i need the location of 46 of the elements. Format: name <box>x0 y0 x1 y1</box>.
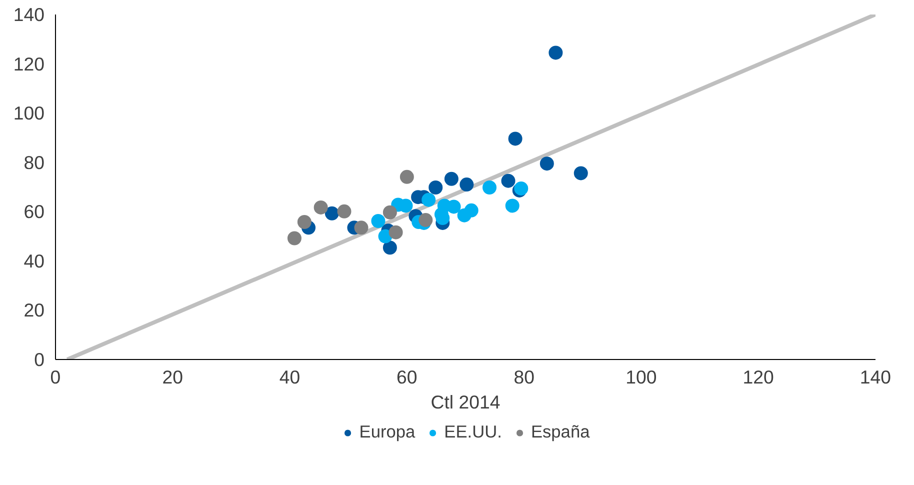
legend-label: EE.UU. <box>444 422 502 442</box>
point <box>378 229 392 244</box>
point <box>505 198 520 213</box>
point <box>482 180 497 194</box>
point <box>400 170 414 184</box>
point <box>418 213 433 228</box>
x-tick-label: 120 <box>742 366 774 388</box>
x-tick-label: 40 <box>279 366 300 388</box>
y-tick-label: 40 <box>24 250 45 272</box>
x-tick-label: 60 <box>396 366 418 388</box>
x-tick-label: 80 <box>514 366 534 388</box>
x-tick-label: 0 <box>50 366 61 388</box>
point <box>457 208 472 222</box>
y-tick-label: 60 <box>24 201 45 222</box>
y-tick-label: 80 <box>24 152 45 173</box>
y-tick-label: 0 <box>34 349 45 370</box>
y-tick-label: 100 <box>13 102 45 124</box>
point <box>314 200 328 214</box>
y-tick-label: 20 <box>24 300 45 321</box>
point <box>422 192 436 207</box>
point <box>382 205 397 220</box>
point <box>354 220 368 235</box>
x-tick-label: 140 <box>860 366 892 388</box>
point <box>446 200 461 214</box>
y-tick-label: 120 <box>13 53 45 74</box>
legend-label: Europa <box>359 422 416 442</box>
x-axis-title: Ctl 2014 <box>430 392 500 412</box>
point <box>444 172 458 186</box>
point <box>508 132 522 146</box>
point <box>548 46 563 60</box>
y-tick-label: 140 <box>13 4 45 25</box>
point <box>337 204 352 218</box>
point <box>501 174 516 188</box>
x-tick-label: 20 <box>162 366 184 388</box>
point <box>287 231 302 246</box>
point <box>382 240 397 255</box>
point <box>388 225 403 240</box>
point <box>371 214 386 228</box>
point <box>460 178 474 192</box>
legend-label: España <box>530 422 590 442</box>
point <box>540 156 554 171</box>
point <box>324 206 339 220</box>
point <box>574 166 588 180</box>
point <box>297 215 312 229</box>
x-tick-label: 100 <box>626 366 657 388</box>
point <box>428 180 443 194</box>
